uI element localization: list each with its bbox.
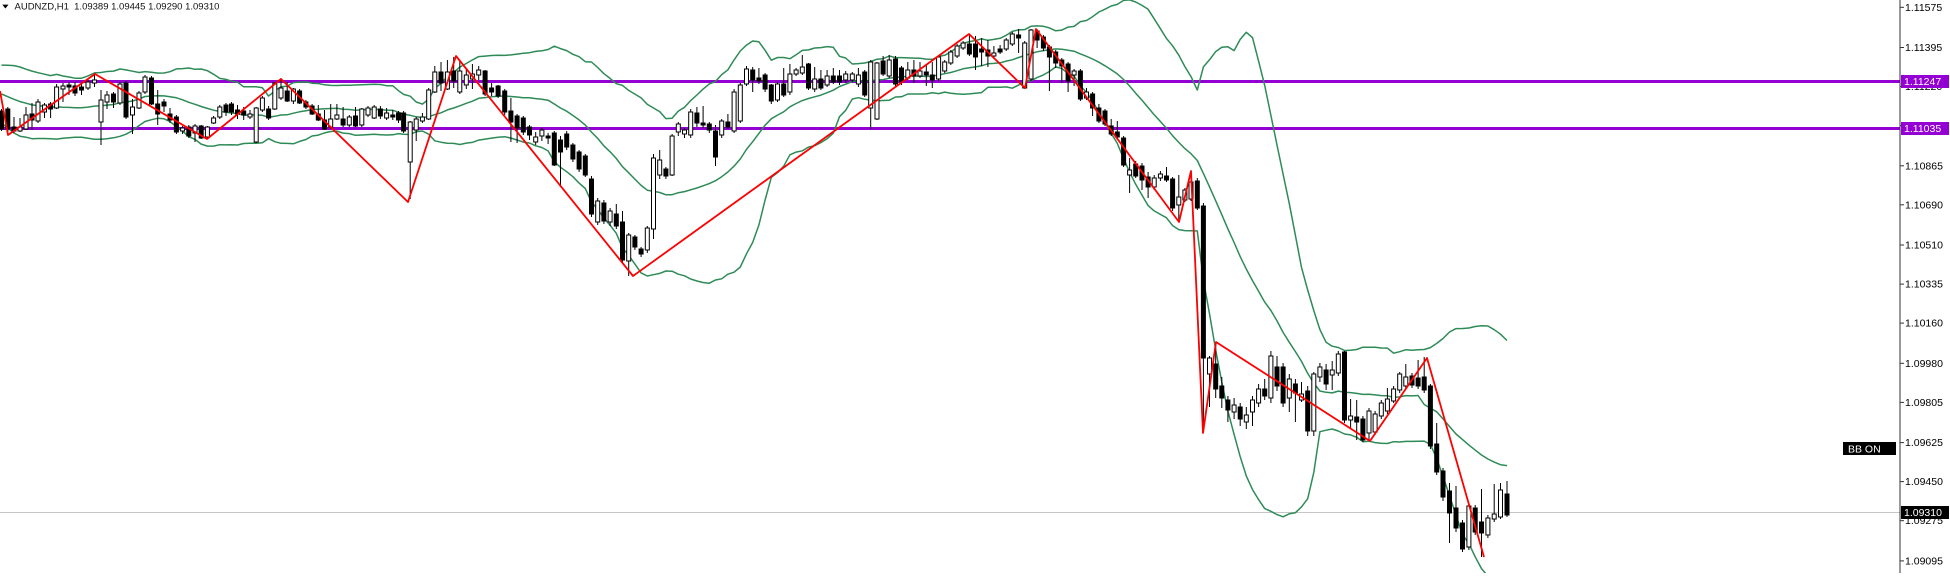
svg-text:1.09310: 1.09310 xyxy=(1904,507,1942,519)
svg-text:1.10160: 1.10160 xyxy=(1905,318,1943,330)
svg-text:1.11035: 1.11035 xyxy=(1904,123,1941,135)
svg-text:1.09980: 1.09980 xyxy=(1905,358,1943,370)
svg-text:1.11575: 1.11575 xyxy=(1905,2,1942,14)
svg-text:1.09450: 1.09450 xyxy=(1905,476,1943,488)
svg-text:1.11395: 1.11395 xyxy=(1905,42,1942,54)
svg-text:1.10865: 1.10865 xyxy=(1905,160,1943,172)
svg-text:AUDNZD,H1 1.09389 1.09445 1.0: AUDNZD,H1 1.09389 1.09445 1.09290 1.0931… xyxy=(15,2,220,13)
svg-text:1.09095: 1.09095 xyxy=(1905,555,1943,567)
svg-text:BB ON: BB ON xyxy=(1848,444,1881,456)
svg-text:1.11247: 1.11247 xyxy=(1904,76,1941,88)
svg-text:1.10335: 1.10335 xyxy=(1905,279,1943,291)
svg-text:1.09805: 1.09805 xyxy=(1905,397,1943,409)
svg-text:1.10690: 1.10690 xyxy=(1905,199,1943,211)
svg-text:1.09625: 1.09625 xyxy=(1905,437,1943,449)
svg-text:1.10510: 1.10510 xyxy=(1905,240,1943,252)
